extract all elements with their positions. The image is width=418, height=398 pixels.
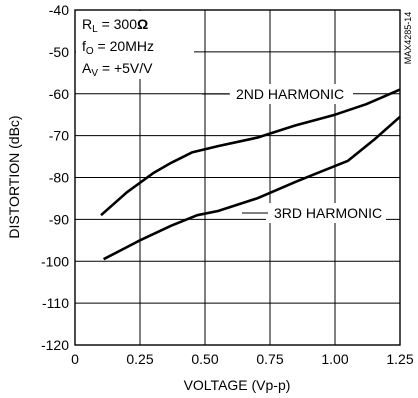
f0-symbol: f (82, 38, 86, 54)
y-tick-label: -70 (49, 128, 69, 144)
label-2nd-harmonic: 2ND HARMONIC (236, 86, 344, 102)
series-line-2nd-harmonic (100, 88, 401, 217)
series-line-3rd-harmonic (103, 115, 401, 261)
conditions-box-bg (76, 11, 194, 79)
condition-av: AV = +5V/V (82, 60, 153, 79)
y-tick-label: -50 (49, 44, 69, 60)
plot-frame (74, 9, 401, 346)
x-tick-labels: 0 0.25 0.50 0.75 1.00 1.25 (71, 351, 414, 367)
x-tick-label: 1.00 (321, 351, 348, 367)
y-tick-label: -40 (49, 2, 69, 18)
y-tick-label: -60 (49, 86, 69, 102)
label-3rd-bg (266, 203, 386, 223)
y-tick-labels: -40 -50 -60 -70 -80 -90 -100 -110 -120 (41, 2, 69, 353)
rl-subscript: L (92, 24, 98, 35)
av-symbol: A (82, 60, 92, 76)
f0-subscript: O (86, 46, 94, 57)
x-tick-label: 0.25 (126, 351, 153, 367)
x-tick-label: 0.75 (256, 351, 283, 367)
y-tick-label: -100 (41, 253, 69, 269)
label-2nd-bg (229, 84, 353, 104)
figure-id: MAX4285-14 (403, 12, 413, 65)
y-axis-label: DISTORTION (dBc) (6, 115, 22, 238)
y-tick-label: -90 (49, 211, 69, 227)
rl-unit: Ω (137, 16, 148, 32)
label-3rd-harmonic: 3RD HARMONIC (274, 205, 382, 221)
av-subscript: V (91, 68, 98, 79)
x-tick-label: 1.25 (386, 351, 413, 367)
y-tick-label: -110 (42, 295, 69, 311)
av-value: = +5V/V (98, 60, 153, 76)
condition-rl: RL = 300Ω (82, 16, 148, 35)
rl-symbol: R (82, 16, 92, 32)
condition-f0: fO = 20MHz (82, 38, 154, 57)
x-tick-label: 0.50 (191, 351, 218, 367)
y-tick-label: -120 (41, 337, 69, 353)
y-tick-label: -80 (49, 170, 69, 186)
rl-value: = 300 (98, 16, 138, 32)
f0-value: = 20MHz (94, 38, 154, 54)
x-tick-label: 0 (71, 351, 79, 367)
x-axis-label: VOLTAGE (Vp-p) (184, 377, 291, 393)
